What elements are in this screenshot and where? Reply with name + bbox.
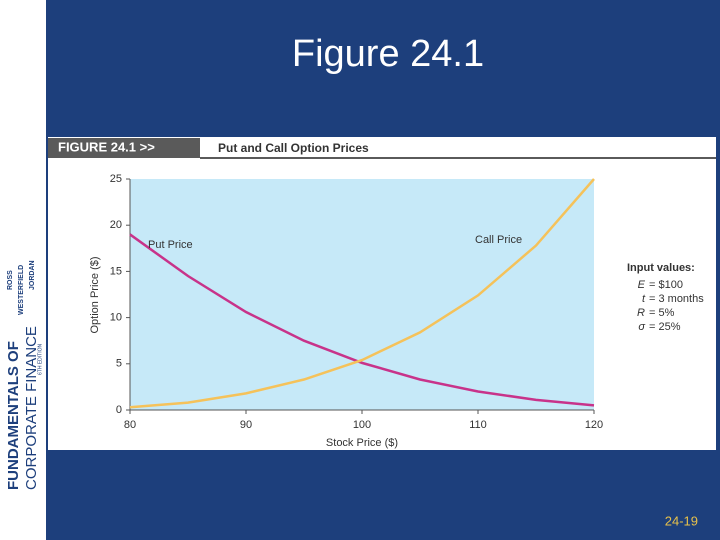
inputs-heading: Input values: bbox=[627, 262, 695, 274]
x-tick-label: 110 bbox=[469, 419, 487, 431]
book-author: ROSS bbox=[7, 270, 14, 290]
figure-label: FIGURE 24.1 >> bbox=[58, 139, 155, 154]
y-tick-label: 5 bbox=[116, 358, 122, 370]
input-symbol: σ bbox=[638, 321, 645, 333]
book-title: FUNDAMENTALS OF bbox=[5, 341, 22, 490]
x-axis-label: Stock Price ($) bbox=[326, 437, 398, 449]
y-tick-label: 15 bbox=[110, 265, 122, 277]
book-edition: 6TH EDITION bbox=[37, 343, 43, 375]
x-tick-label: 90 bbox=[240, 419, 252, 431]
input-symbol: E bbox=[638, 279, 646, 291]
book-spine: FUNDAMENTALS OF CORPORATE FINANCE ROSS W… bbox=[5, 260, 43, 490]
x-tick-label: 100 bbox=[353, 419, 371, 431]
book-author: JORDAN bbox=[29, 260, 36, 290]
book-author: WESTERFIELD bbox=[18, 265, 25, 315]
plot-area bbox=[130, 179, 594, 410]
y-axis-label: Option Price ($) bbox=[89, 256, 101, 333]
x-tick-label: 120 bbox=[585, 419, 603, 431]
series-line bbox=[129, 233, 595, 407]
y-tick-label: 10 bbox=[110, 312, 122, 324]
page-number: 24-19 bbox=[665, 513, 698, 528]
input-value: = $100 bbox=[649, 279, 683, 291]
input-value: = 3 months bbox=[649, 293, 704, 305]
y-tick-label: 0 bbox=[116, 404, 122, 416]
figure-label-box bbox=[48, 138, 200, 158]
series-label: Put Price bbox=[148, 239, 193, 251]
input-value: = 5% bbox=[649, 307, 675, 319]
slide-title: Figure 24.1 bbox=[292, 33, 484, 75]
figure-title: Put and Call Option Prices bbox=[218, 141, 369, 155]
series-line bbox=[129, 178, 595, 409]
y-tick-label: 25 bbox=[110, 173, 122, 185]
input-symbol: R bbox=[637, 307, 645, 319]
figure-rule bbox=[200, 157, 716, 159]
x-tick-label: 80 bbox=[124, 419, 136, 431]
sidebar bbox=[0, 0, 46, 540]
input-symbol: t bbox=[642, 293, 646, 305]
input-value: = 25% bbox=[649, 321, 681, 333]
series-label: Call Price bbox=[475, 234, 522, 246]
y-tick-label: 20 bbox=[110, 219, 122, 231]
book-title: CORPORATE FINANCE bbox=[23, 326, 40, 490]
